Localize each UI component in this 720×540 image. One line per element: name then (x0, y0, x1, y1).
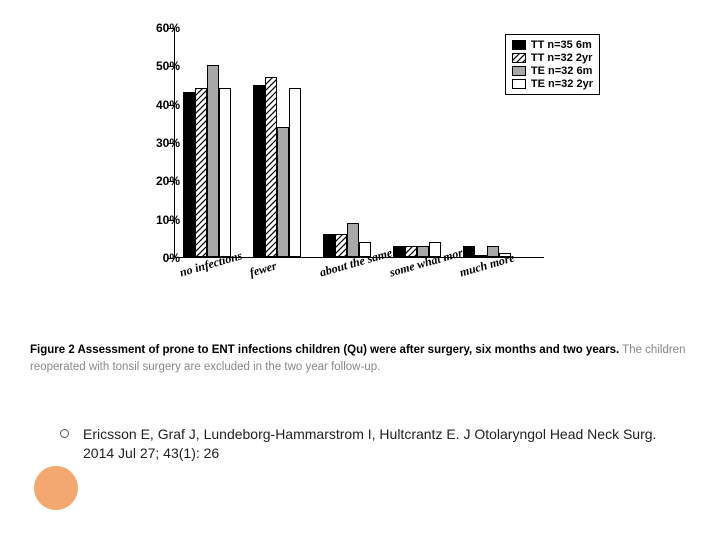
legend-row: TT n=32 2yr (512, 52, 593, 64)
legend-row: TE n=32 6m (512, 65, 593, 77)
legend-swatch (512, 40, 526, 50)
bar (347, 223, 359, 258)
ytick-label: 40% (156, 98, 180, 112)
ytick-label: 50% (156, 59, 180, 73)
bar-group (183, 65, 231, 257)
bar (207, 65, 219, 257)
legend-row: TE n=32 2yr (512, 78, 593, 90)
figure-caption: Figure 2 Assessment of prone to ENT infe… (30, 342, 690, 375)
citation-text: Ericsson E, Graf J, Lundeborg-Hammarstro… (83, 425, 660, 463)
bar (335, 234, 347, 257)
legend-swatch (512, 53, 526, 63)
bar (277, 127, 289, 257)
bar-group (253, 77, 301, 257)
legend-label: TE n=32 6m (531, 65, 592, 77)
accent-dot (34, 466, 78, 510)
bar (183, 92, 195, 257)
xlabel: fewer (248, 258, 278, 280)
ytick-label: 30% (156, 136, 180, 150)
legend-label: TT n=32 2yr (531, 52, 592, 64)
plot-area (174, 28, 544, 258)
bar (475, 255, 487, 257)
legend-label: TE n=32 2yr (531, 78, 593, 90)
bar-chart: 0%10%20%30%40%50%60% no infectionsfewera… (120, 28, 560, 308)
bar (195, 88, 207, 257)
legend-swatch (512, 79, 526, 89)
ytick-label: 10% (156, 213, 180, 227)
bullet-icon (60, 429, 69, 438)
bar (405, 246, 417, 258)
caption-bold: Figure 2 Assessment of prone to ENT infe… (30, 344, 619, 356)
bar (393, 246, 405, 258)
legend-swatch (512, 66, 526, 76)
bar (265, 77, 277, 257)
bar (323, 234, 335, 257)
ytick-label: 60% (156, 21, 180, 35)
legend-label: TT n=35 6m (531, 39, 592, 51)
bar (253, 85, 265, 258)
ytick-label: 20% (156, 174, 180, 188)
citation: Ericsson E, Graf J, Lundeborg-Hammarstro… (60, 425, 660, 463)
bar (219, 88, 231, 257)
legend: TT n=35 6mTT n=32 2yrTE n=32 6mTE n=32 2… (505, 34, 600, 95)
bar (289, 88, 301, 257)
ytick-label: 0% (163, 251, 180, 265)
legend-row: TT n=35 6m (512, 39, 593, 51)
